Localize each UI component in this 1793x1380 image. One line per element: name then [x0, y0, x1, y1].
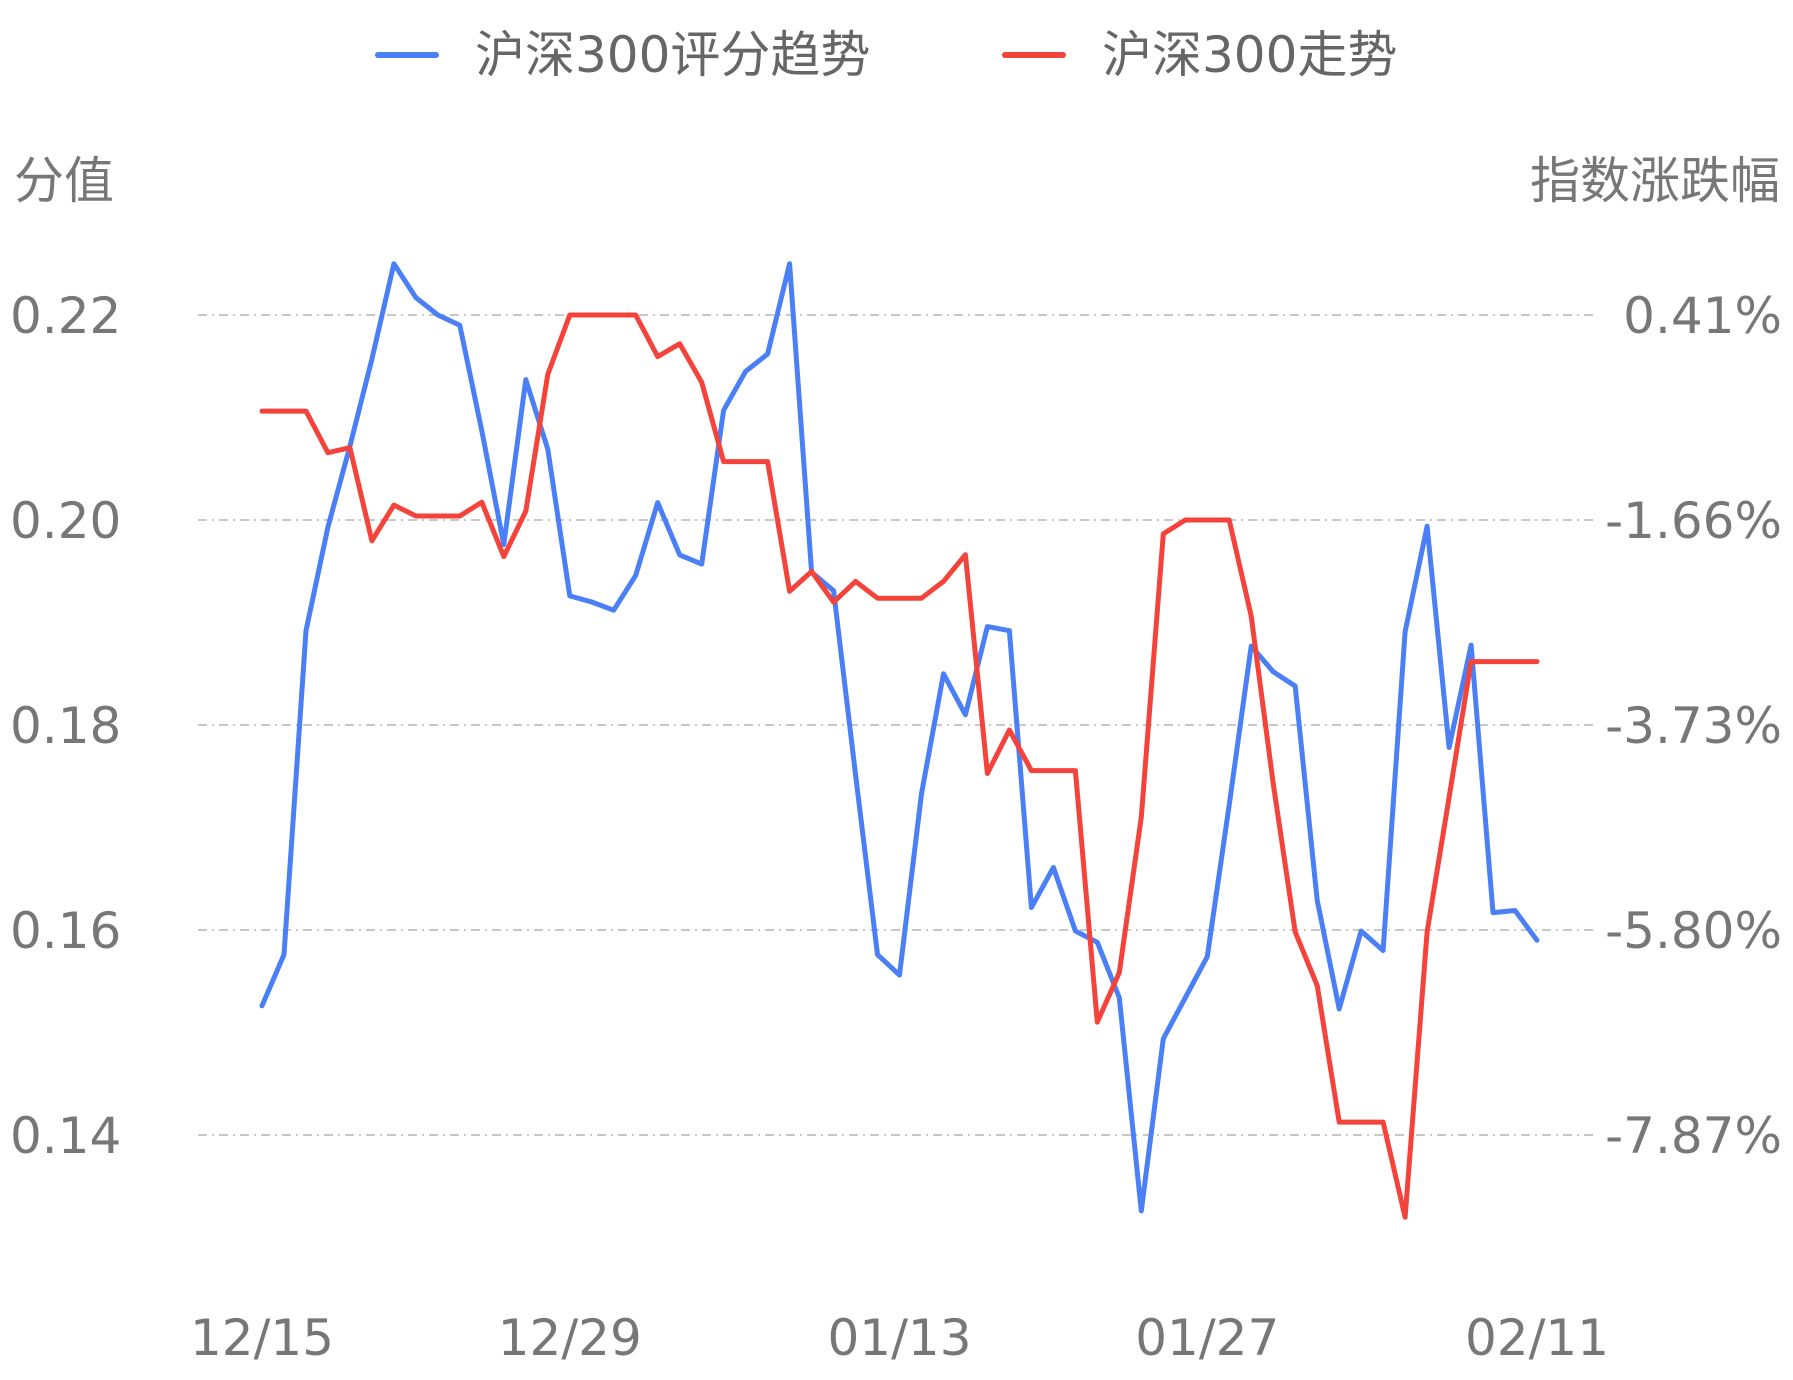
- y-axis-left-ticks: 0.22 0.20 0.18 0.16 0.14: [10, 287, 121, 1165]
- y-right-tick-label: -1.66%: [1605, 492, 1782, 550]
- y-left-tick-label: 0.22: [10, 287, 121, 345]
- y-left-tick-label: 0.18: [10, 697, 121, 755]
- y-left-tick-label: 0.16: [10, 902, 121, 960]
- gridlines: [198, 314, 1597, 1136]
- y-right-tick-label: 0.41%: [1623, 287, 1782, 345]
- x-axis-ticks: 12/15 12/29 01/13 01/27 02/11: [190, 1309, 1609, 1367]
- x-tick-label: 01/13: [827, 1309, 971, 1367]
- x-tick-label: 12/15: [190, 1309, 334, 1367]
- y-left-tick-label: 0.14: [10, 1107, 121, 1165]
- y-axis-right-ticks: 0.41% -1.66% -3.73% -5.80% -7.87%: [1605, 287, 1782, 1165]
- x-tick-label: 12/29: [498, 1309, 642, 1367]
- y-right-tick-label: -7.87%: [1605, 1107, 1782, 1165]
- y-left-tick-label: 0.20: [10, 492, 121, 550]
- legend: 沪深300评分趋势 沪深300走势: [375, 26, 1397, 84]
- series-line-1: [259, 261, 1540, 1214]
- y-axis-left-title: 分值: [14, 152, 114, 210]
- x-tick-label: 01/27: [1135, 1309, 1279, 1367]
- y-right-tick-label: -3.73%: [1605, 697, 1782, 755]
- y-axis-right-title: 指数涨跌幅: [1530, 152, 1780, 210]
- legend-label-1: 沪深300评分趋势: [475, 26, 870, 84]
- series-group: [259, 261, 1540, 1220]
- y-right-tick-label: -5.80%: [1605, 902, 1782, 960]
- series-line-2: [259, 312, 1540, 1220]
- legend-label-2: 沪深300走势: [1102, 26, 1397, 84]
- x-tick-label: 02/11: [1465, 1309, 1609, 1367]
